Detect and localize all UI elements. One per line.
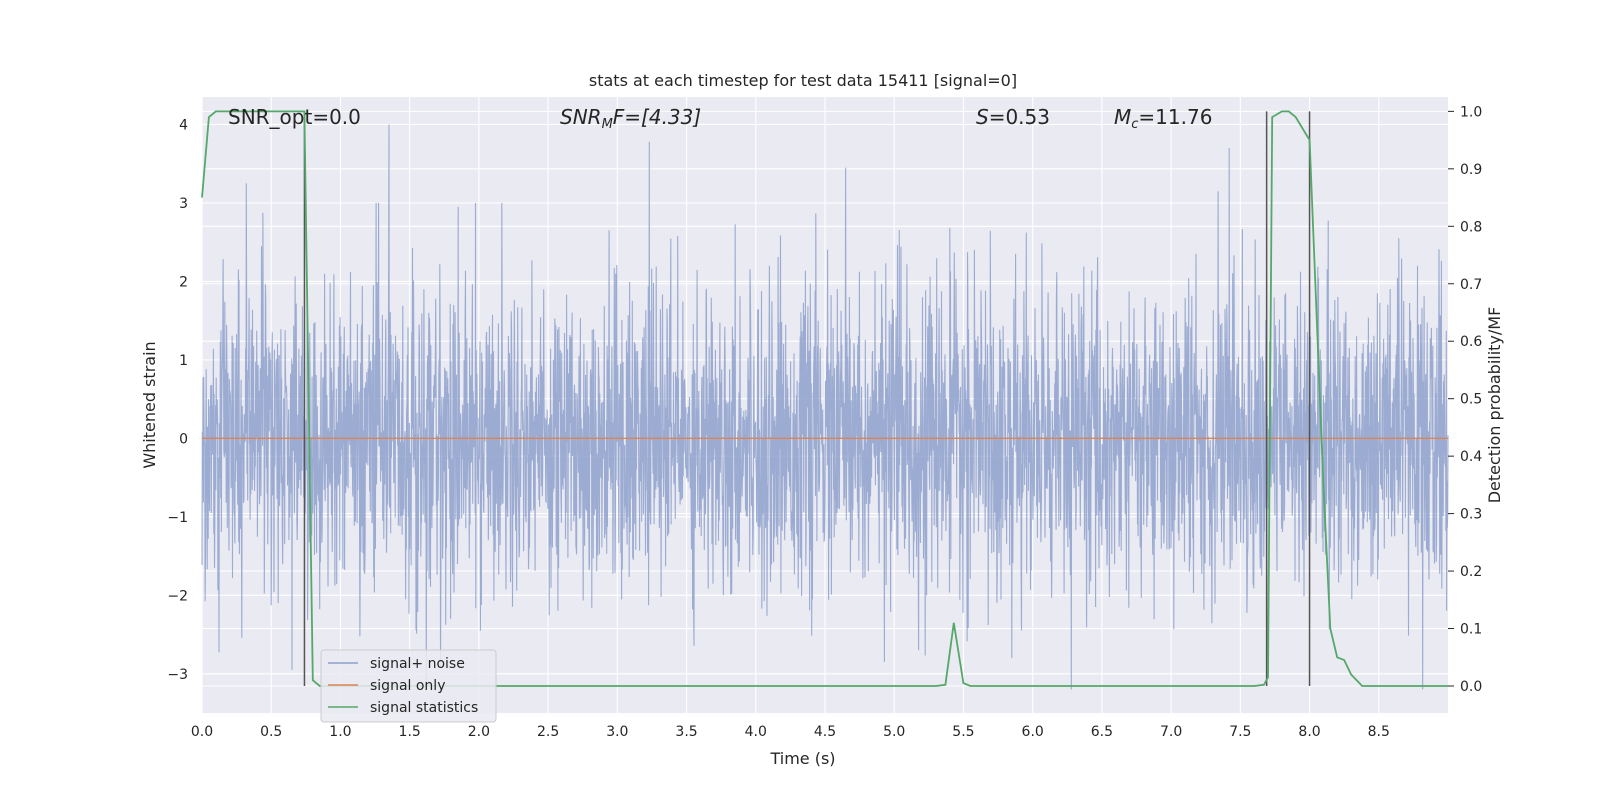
x-tick-label: 7.5 [1229,724,1251,740]
annotation-mc-sub: c [1131,117,1138,132]
y-tick-label: −3 [167,667,188,683]
x-tick-label: 4.0 [745,724,767,740]
annotation-snr-mf-main: SNR [560,105,602,129]
x-tick-label: 2.5 [537,724,559,740]
annotation-snr-mf-sub: M [602,117,613,132]
x-tick-label: 0.5 [260,724,282,740]
x-tick-label: 6.5 [1091,724,1113,740]
y-axis-label: Whitened strain [140,341,159,468]
y-right-tick-label: 0.2 [1460,564,1482,580]
x-tick-label: 5.5 [952,724,974,740]
annotation-mc-main: M [1114,105,1131,129]
annotation-s-main: S [976,105,989,129]
y-tick-label: 0 [179,431,188,447]
x-tick-label: 1.5 [399,724,421,740]
y-tick-label: 3 [179,196,188,212]
y-right-tick-label: 0.3 [1460,507,1482,523]
annotation-snr-opt: SNR_opt=0.0 [228,105,361,129]
y-tick-label: 1 [179,353,188,369]
y-right-tick-label: 0.7 [1460,277,1482,293]
x-tick-label: 5.0 [883,724,905,740]
annotation-mc-rest: =11.76 [1138,105,1212,129]
x-tick-label: 3.5 [675,724,697,740]
y-axis-right-label: Detection probability/MF [1485,307,1504,504]
series-signal-statistics [201,110,1448,687]
y-right-tick-label: 0.0 [1460,679,1482,695]
chart-title: stats at each timestep for test data 154… [589,71,1017,90]
y-right-tick-label: 0.1 [1460,622,1482,638]
annotation-snr-mf-rest: F=[4.33] [613,105,701,129]
annotation-s: S=0.53 [976,105,1050,129]
x-tick-label: 6.0 [1022,724,1044,740]
y-right-tick-label: 0.6 [1460,334,1482,350]
y-tick-label: 4 [179,117,188,133]
legend: signal+ noise signal only signal statist… [320,649,497,723]
x-tick-label: 4.5 [814,724,836,740]
annotation-s-rest: =0.53 [989,105,1050,129]
legend-label-signal-noise: signal+ noise [370,656,465,672]
y-tick-label: 2 [179,274,188,290]
vertical-markers [303,111,1311,686]
x-tick-label: 8.0 [1298,724,1320,740]
x-tick-label: 8.5 [1368,724,1390,740]
series-signal-noise [201,124,1449,690]
x-tick-label: 2.0 [468,724,490,740]
y-right-tick-label: 0.5 [1460,392,1482,408]
x-tick-label: 1.0 [329,724,351,740]
y-right-tick-label: 0.9 [1460,162,1482,178]
x-tick-label: 3.0 [606,724,628,740]
x-axis-label: Time (s) [769,749,835,768]
annotation-mc: Mc=11.76 [1114,105,1212,132]
legend-label-signal-statistics: signal statistics [370,700,478,716]
y-tick-labels: 4 3 2 1 0 −1 −2 −3 [167,117,188,682]
legend-label-signal-only: signal only [370,678,445,694]
y-tick-label: −2 [167,588,188,604]
y-tick-label: −1 [167,510,188,526]
annotation-snr-mf: SNRMF=[4.33] [560,105,701,132]
y-right-tick-label: 0.8 [1460,219,1482,235]
legend-box [320,649,497,723]
statistics-line [201,110,1448,687]
y-right-tick-label: 0.4 [1460,449,1482,465]
x-tick-label: 0.0 [191,724,213,740]
noise-line [201,124,1449,690]
x-tick-label: 7.0 [1160,724,1182,740]
y-right-tick-labels: 1.0 0.9 0.8 0.7 0.6 0.5 0.4 0.3 0.2 0.1 0.0 [1448,104,1482,695]
x-tick-labels: 0.0 0.5 1.0 1.5 2.0 2.5 3.0 3.5 4.0 4.5 5.0 5.5 6.0 6… [191,724,1390,740]
y-right-tick-label: 1.0 [1460,104,1482,120]
